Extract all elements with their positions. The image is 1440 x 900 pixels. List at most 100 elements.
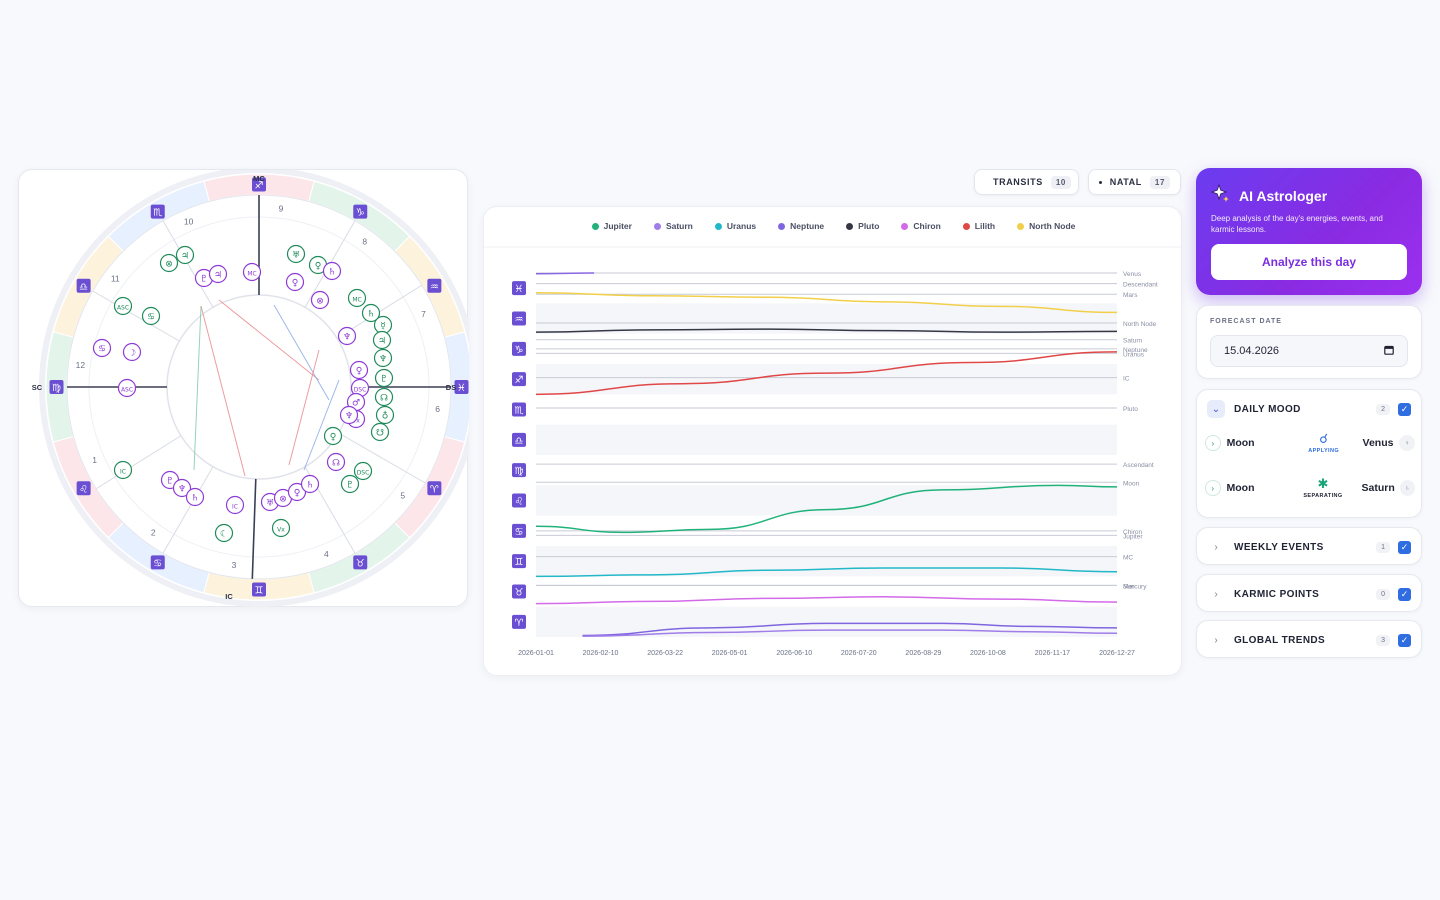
chevron-down-icon[interactable]: ⌄ [1207, 400, 1225, 418]
legend-item[interactable]: Neptune [778, 221, 824, 231]
karmic-points-header[interactable]: › KARMIC POINTS 0 ✓ [1197, 575, 1421, 613]
house-number: 11 [111, 274, 120, 284]
chevron-right-icon[interactable]: › [1205, 480, 1221, 496]
series-line [535, 328, 1118, 333]
zodiac-sign-label: ♒ [430, 282, 439, 293]
calendar-icon[interactable] [1384, 345, 1394, 358]
zodiac-sign-icon [427, 481, 442, 496]
x-tick-label: 2026-07-20 [841, 650, 877, 657]
zodiac-sign-icon [512, 372, 526, 387]
weekly-events-header[interactable]: › WEEKLY EVENTS 1 ✓ [1197, 528, 1421, 566]
aspect-label: SEPARATING [1303, 493, 1343, 499]
transit-planet-icon [117, 378, 137, 398]
chart-legend: Jupiter Saturn Uranus Neptune Pluto Chiron Lil… [484, 221, 1181, 231]
daily-mood-header[interactable]: ⌄ DAILY MOOD 2 ✓ [1197, 390, 1421, 428]
zodiac-sign-icon [76, 278, 91, 293]
aspect-line [218, 299, 320, 381]
natal-planet-icon [374, 368, 394, 388]
transit-planet-icon [242, 262, 262, 282]
natal-planet-icon [361, 303, 381, 323]
natal-planet-icon [375, 405, 395, 425]
legend-swatch [653, 222, 661, 230]
aspect-row[interactable]: › Moon ✱ SEPARATING Saturn ♄ [1205, 473, 1415, 503]
natal-planet-icon [374, 387, 394, 407]
legend-item[interactable]: Jupiter [591, 221, 632, 231]
legend-item[interactable]: North Node [1017, 221, 1075, 231]
zodiac-sign-label: ♌ [79, 484, 88, 495]
aspect-row[interactable]: › Moon ☌ APPLYING Venus ♀ [1205, 428, 1415, 458]
zodiac-sign-label: ♎ [79, 282, 88, 293]
chevron-right-icon[interactable]: › [1214, 588, 1218, 600]
series-line [535, 351, 1118, 396]
natal-line-label: Moon [1123, 480, 1140, 487]
natal-line-label: Jupiter [1123, 533, 1143, 540]
house-number: 3 [232, 560, 237, 570]
natal-planet-glyph: ♅ [292, 251, 300, 261]
global-trends-count: 3 [1376, 634, 1390, 646]
transit-planet-glyph: ASC [121, 387, 133, 394]
house-number: 2 [151, 528, 156, 538]
chevron-right-icon[interactable]: › [1214, 541, 1218, 553]
transit-planet-glyph: ♅ [266, 499, 274, 509]
legend-item[interactable]: Chiron [901, 221, 941, 231]
sign-band [536, 424, 1117, 455]
daily-mood-checkbox[interactable]: ✓ [1398, 402, 1411, 416]
transits-count: 10 [1050, 175, 1071, 189]
zodiac-sign-icon [252, 582, 266, 597]
natal-planet-glyph: IC [120, 469, 126, 476]
transits-toggle[interactable]: TRANSITS 10 [974, 169, 1079, 195]
series-line [535, 291, 1118, 314]
zodiac-sign-icon [150, 555, 165, 570]
natal-planet-icon [372, 330, 392, 350]
sign-band [536, 606, 1117, 637]
house-number: 4 [324, 549, 329, 559]
natal-line-label: Sun [1123, 583, 1135, 590]
zodiac-sign-icon [512, 341, 526, 356]
legend-swatch [1017, 222, 1025, 230]
analyze-day-button[interactable]: Analyze this day [1211, 244, 1407, 280]
ai-title: AI Astrologer [1239, 187, 1328, 204]
zodiac-sign-label: ♐ [515, 375, 524, 386]
natal-toggle[interactable]: NATAL 17 [1088, 169, 1181, 195]
transit-planet-icon [172, 478, 192, 498]
x-tick-label: 2026-02-10 [583, 650, 619, 657]
natal-planet-glyph: ASC [117, 305, 129, 312]
legend-swatch [901, 222, 909, 230]
weekly-events-checkbox[interactable]: ✓ [1398, 540, 1411, 554]
series-line [535, 272, 595, 275]
zodiac-sign-label: ♊ [515, 557, 524, 568]
transit-planet-glyph: ♆ [343, 333, 351, 343]
series-line [582, 622, 1118, 637]
natal-planet-icon [323, 426, 343, 446]
transit-planet-glyph: ♆ [178, 485, 186, 495]
legend-item[interactable]: Saturn [653, 221, 693, 231]
chevron-right-icon[interactable]: › [1214, 634, 1218, 646]
saturn-icon: ♄ [1399, 480, 1415, 496]
house-cusp [251, 478, 257, 579]
legend-item[interactable]: Uranus [714, 221, 756, 231]
natal-planet-icon [141, 306, 161, 326]
house-cusp [338, 432, 426, 484]
zodiac-sign-label: ♏ [515, 406, 524, 417]
zodiac-sign-label: ♍ [515, 466, 524, 477]
chevron-right-icon[interactable]: › [1205, 435, 1221, 451]
global-trends-header[interactable]: › GLOBAL TRENDS 3 ✓ [1197, 621, 1421, 659]
transit-planet-glyph: ♇ [166, 477, 174, 487]
natal-planet-glyph: ♋ [147, 313, 155, 323]
karmic-points-checkbox[interactable]: ✓ [1398, 587, 1411, 601]
transit-chart[interactable]: ♓ ♒ ♑ ♐ ♏ ♎ ♍ ♌ ♋ ♊ ♉ ♈ Venus Descendant Mars North Nod… [484, 207, 1182, 676]
aspect-indicator: ✱ SEPARATING [1284, 477, 1361, 500]
legend-item[interactable]: Lilith [962, 221, 995, 231]
mc-label: MC [253, 174, 265, 183]
forecast-date-panel: FORECAST DATE 15.04.2026 [1196, 305, 1422, 379]
natal-planet-glyph: ♇ [346, 481, 354, 491]
transit-planet-glyph: ♃ [214, 271, 222, 281]
natal-line-label: Venus [1123, 271, 1142, 278]
natal-line-label: Neptune [1123, 347, 1148, 354]
legend-item[interactable]: Pluto [846, 221, 879, 231]
global-trends-checkbox[interactable]: ✓ [1398, 633, 1411, 647]
forecast-date-input[interactable]: 15.04.2026 [1210, 335, 1408, 367]
forecast-date-label: FORECAST DATE [1210, 318, 1282, 325]
zodiac-sign-icon [512, 523, 526, 538]
